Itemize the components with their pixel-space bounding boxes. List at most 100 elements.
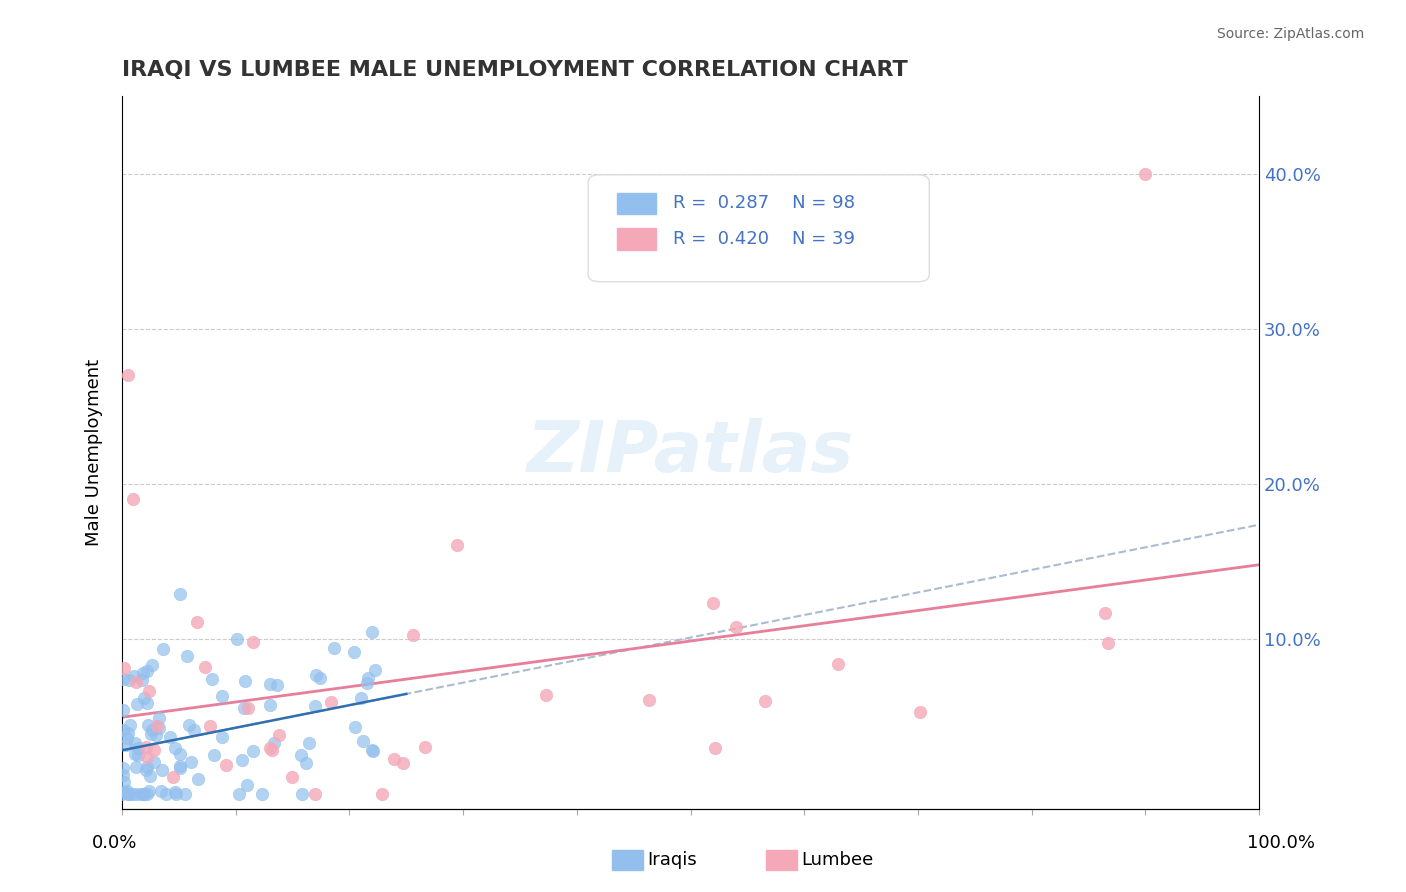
Point bbox=[1135, 167, 1157, 181]
Point bbox=[344, 720, 367, 734]
Point bbox=[146, 719, 169, 733]
Point bbox=[200, 719, 222, 733]
Point bbox=[280, 770, 302, 784]
Point bbox=[361, 625, 384, 640]
Point bbox=[259, 676, 281, 690]
Point bbox=[152, 642, 174, 657]
Point bbox=[111, 761, 134, 775]
Point bbox=[233, 701, 256, 715]
Point bbox=[125, 760, 148, 774]
Point bbox=[150, 763, 173, 777]
Point bbox=[228, 787, 250, 801]
Point bbox=[125, 674, 148, 689]
Point bbox=[179, 717, 201, 731]
Point bbox=[242, 635, 264, 649]
Text: Lumbee: Lumbee bbox=[801, 851, 873, 869]
FancyBboxPatch shape bbox=[617, 228, 657, 250]
Point bbox=[356, 675, 378, 690]
Point bbox=[183, 723, 205, 738]
Point bbox=[118, 787, 141, 801]
Point bbox=[122, 492, 145, 507]
Point bbox=[115, 731, 138, 745]
Point bbox=[305, 667, 328, 681]
Point bbox=[118, 673, 141, 688]
Point bbox=[724, 620, 747, 634]
Point bbox=[211, 730, 233, 744]
Point bbox=[201, 673, 224, 687]
Point bbox=[225, 632, 247, 647]
Point bbox=[391, 756, 413, 771]
Point bbox=[638, 693, 661, 707]
Point bbox=[1094, 606, 1116, 620]
Point bbox=[704, 740, 727, 755]
Point bbox=[233, 674, 256, 689]
Point bbox=[194, 659, 217, 673]
Text: R =  0.420    N = 39: R = 0.420 N = 39 bbox=[673, 230, 855, 248]
Point bbox=[135, 763, 157, 777]
Point bbox=[352, 733, 374, 747]
Point bbox=[127, 748, 149, 763]
Point bbox=[169, 761, 191, 775]
Point bbox=[111, 702, 134, 716]
Point bbox=[132, 787, 155, 801]
Point bbox=[135, 787, 157, 801]
Point bbox=[294, 756, 316, 770]
Point bbox=[169, 587, 191, 601]
Point bbox=[360, 743, 382, 757]
Point bbox=[174, 787, 197, 801]
Point bbox=[131, 673, 153, 687]
Point bbox=[135, 750, 157, 764]
Point bbox=[145, 728, 167, 742]
Point bbox=[163, 785, 186, 799]
Point bbox=[112, 660, 135, 674]
Point bbox=[143, 743, 166, 757]
Point bbox=[136, 665, 159, 679]
Point bbox=[134, 740, 156, 755]
Point bbox=[343, 645, 366, 659]
Point bbox=[112, 723, 135, 738]
Point bbox=[162, 770, 184, 784]
Point bbox=[117, 368, 139, 383]
Point bbox=[148, 711, 170, 725]
Point bbox=[115, 784, 138, 798]
Point bbox=[215, 757, 238, 772]
Point bbox=[141, 727, 163, 741]
Point bbox=[413, 739, 436, 754]
Point bbox=[159, 730, 181, 744]
FancyBboxPatch shape bbox=[588, 175, 929, 282]
Point bbox=[357, 671, 380, 685]
Point bbox=[267, 728, 290, 742]
Point bbox=[402, 628, 425, 642]
Point bbox=[132, 787, 155, 801]
Point bbox=[250, 787, 273, 801]
Point bbox=[180, 756, 202, 770]
Point bbox=[187, 772, 209, 786]
Point bbox=[138, 784, 160, 798]
Point bbox=[163, 741, 186, 756]
Point bbox=[176, 648, 198, 663]
Point bbox=[361, 743, 384, 757]
Point bbox=[141, 723, 163, 737]
Point bbox=[125, 697, 148, 711]
Point bbox=[259, 698, 281, 712]
FancyBboxPatch shape bbox=[617, 193, 657, 214]
Point bbox=[534, 689, 557, 703]
Point bbox=[138, 683, 160, 698]
Text: IRAQI VS LUMBEE MALE UNEMPLOYMENT CORRELATION CHART: IRAQI VS LUMBEE MALE UNEMPLOYMENT CORREL… bbox=[122, 60, 908, 79]
Point bbox=[304, 787, 326, 801]
Text: 100.0%: 100.0% bbox=[1247, 834, 1315, 852]
Point bbox=[236, 778, 259, 792]
Point bbox=[122, 669, 145, 683]
Point bbox=[259, 740, 281, 755]
Y-axis label: Male Unemployment: Male Unemployment bbox=[86, 359, 103, 546]
Point bbox=[382, 752, 405, 766]
Point bbox=[148, 721, 170, 735]
Point bbox=[132, 690, 155, 705]
Point bbox=[263, 736, 285, 750]
Point bbox=[186, 615, 208, 629]
Point bbox=[141, 658, 163, 673]
Point bbox=[291, 787, 314, 801]
Point bbox=[112, 775, 135, 789]
Point bbox=[211, 690, 233, 704]
Point bbox=[129, 787, 152, 801]
